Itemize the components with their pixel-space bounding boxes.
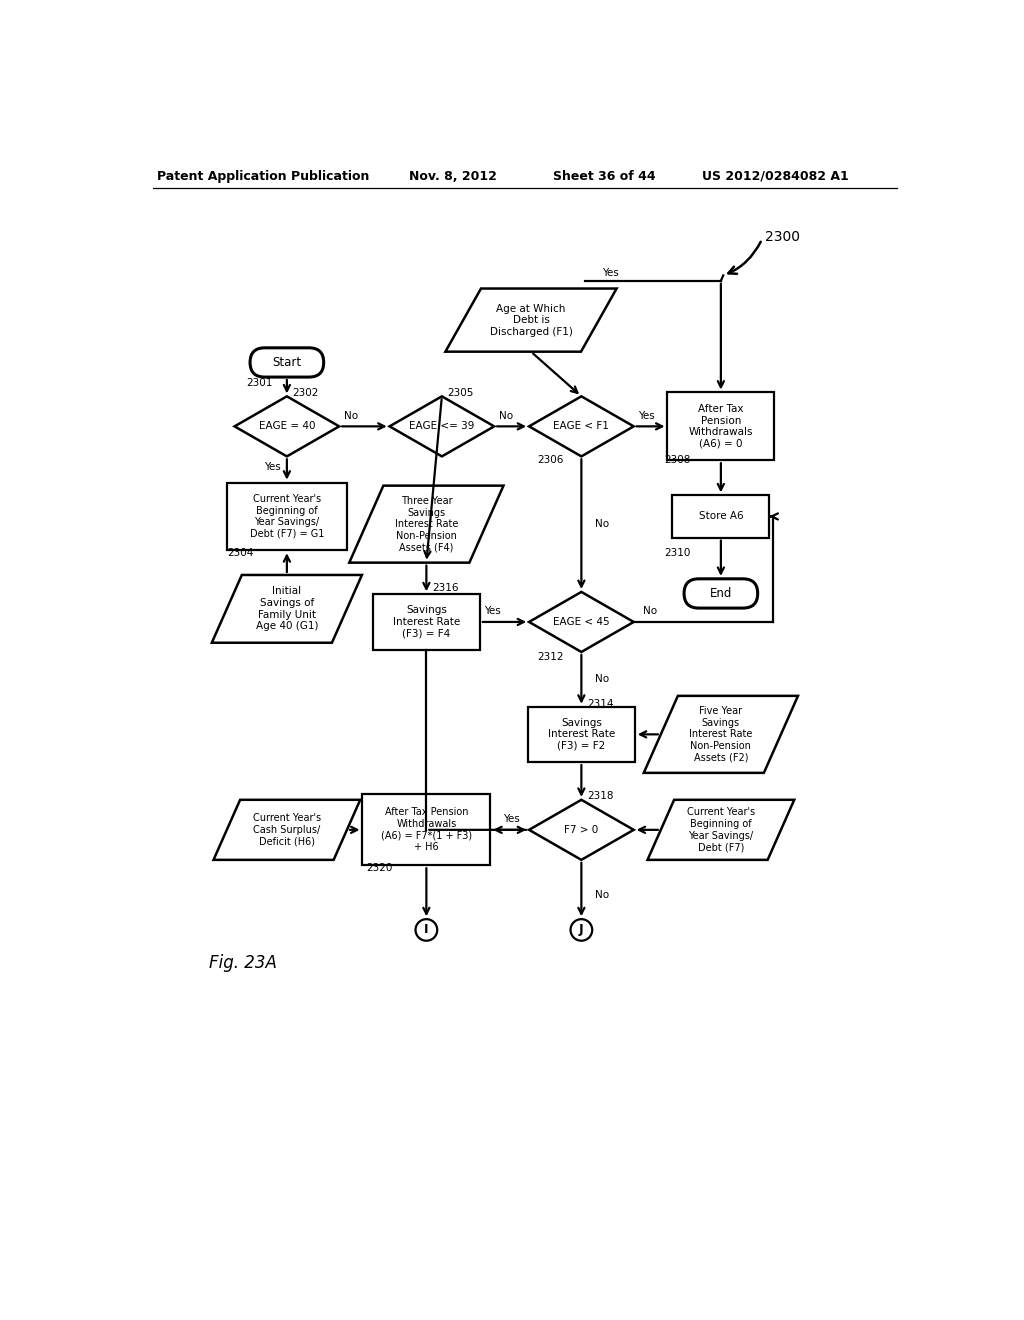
Polygon shape [389,396,495,457]
Text: Yes: Yes [602,268,618,279]
Text: 2300: 2300 [765,230,800,244]
Text: 2301: 2301 [246,379,272,388]
Text: No: No [643,606,657,616]
Text: 2320: 2320 [367,863,393,874]
Text: 2312: 2312 [538,652,563,663]
Text: 2304: 2304 [227,548,254,557]
FancyBboxPatch shape [673,495,769,537]
Circle shape [570,919,592,941]
FancyBboxPatch shape [668,392,774,461]
Text: Current Year's
Beginning of
Year Savings/
Debt (F7): Current Year's Beginning of Year Savings… [687,808,755,853]
Text: Age at Which
Debt is
Discharged (F1): Age at Which Debt is Discharged (F1) [489,304,572,337]
Polygon shape [529,396,634,457]
Polygon shape [445,289,616,351]
Text: EAGE <= 39: EAGE <= 39 [410,421,474,432]
Polygon shape [214,800,360,859]
Text: End: End [710,587,732,601]
Polygon shape [529,800,634,859]
Text: Sheet 36 of 44: Sheet 36 of 44 [553,170,655,183]
Text: Initial
Savings of
Family Unit
Age 40 (G1): Initial Savings of Family Unit Age 40 (G… [256,586,318,631]
Text: Yes: Yes [638,411,655,421]
Text: Three Year
Savings
Interest Rate
Non-Pension
Assets (F4): Three Year Savings Interest Rate Non-Pen… [394,496,458,552]
Text: Five Year
Savings
Interest Rate
Non-Pension
Assets (F2): Five Year Savings Interest Rate Non-Pens… [689,706,753,763]
Text: 2306: 2306 [538,455,563,465]
Text: After Tax
Pension
Withdrawals
(A6) = 0: After Tax Pension Withdrawals (A6) = 0 [688,404,753,449]
Polygon shape [529,591,634,652]
Text: Yes: Yes [503,814,520,824]
Text: Yes: Yes [263,462,281,473]
FancyBboxPatch shape [373,594,480,649]
FancyBboxPatch shape [528,706,635,762]
Text: Store A6: Store A6 [698,511,743,521]
Text: Patent Application Publication: Patent Application Publication [158,170,370,183]
Text: 2302: 2302 [292,388,318,399]
Text: No: No [344,411,358,421]
Polygon shape [234,396,339,457]
Text: Current Year's
Beginning of
Year Savings/
Debt (F7) = G1: Current Year's Beginning of Year Savings… [250,494,324,539]
FancyBboxPatch shape [362,795,490,866]
Text: After Tax Pension
Withdrawals
(A6) = F7*(1 + F3)
+ H6: After Tax Pension Withdrawals (A6) = F7*… [381,808,472,853]
Polygon shape [349,486,504,562]
FancyBboxPatch shape [684,579,758,609]
FancyBboxPatch shape [250,347,324,378]
Text: 2308: 2308 [665,455,690,465]
Text: Nov. 8, 2012: Nov. 8, 2012 [409,170,497,183]
FancyBboxPatch shape [226,483,347,550]
Text: Yes: Yes [484,606,502,616]
Text: EAGE < F1: EAGE < F1 [553,421,609,432]
Text: 2305: 2305 [447,388,474,399]
Text: Savings
Interest Rate
(F3) = F4: Savings Interest Rate (F3) = F4 [393,606,460,639]
Polygon shape [212,576,361,643]
Text: 2316: 2316 [432,583,459,593]
Text: No: No [595,890,609,900]
Text: No: No [595,519,609,529]
Circle shape [416,919,437,941]
Polygon shape [644,696,798,774]
Text: Savings
Interest Rate
(F3) = F2: Savings Interest Rate (F3) = F2 [548,718,615,751]
Text: EAGE = 40: EAGE = 40 [259,421,315,432]
Text: Start: Start [272,356,301,370]
Text: 2314: 2314 [587,698,613,709]
Text: Fig. 23A: Fig. 23A [209,954,278,973]
Text: Current Year's
Cash Surplus/
Deficit (H6): Current Year's Cash Surplus/ Deficit (H6… [253,813,321,846]
Text: EAGE < 45: EAGE < 45 [553,616,609,627]
Text: I: I [424,924,429,936]
Text: 2318: 2318 [587,791,613,801]
Text: F7 > 0: F7 > 0 [564,825,598,834]
Polygon shape [647,800,795,859]
Text: No: No [499,411,513,421]
Text: No: No [595,675,609,684]
Text: J: J [579,924,584,936]
Text: 2310: 2310 [665,548,690,557]
Text: US 2012/0284082 A1: US 2012/0284082 A1 [701,170,848,183]
